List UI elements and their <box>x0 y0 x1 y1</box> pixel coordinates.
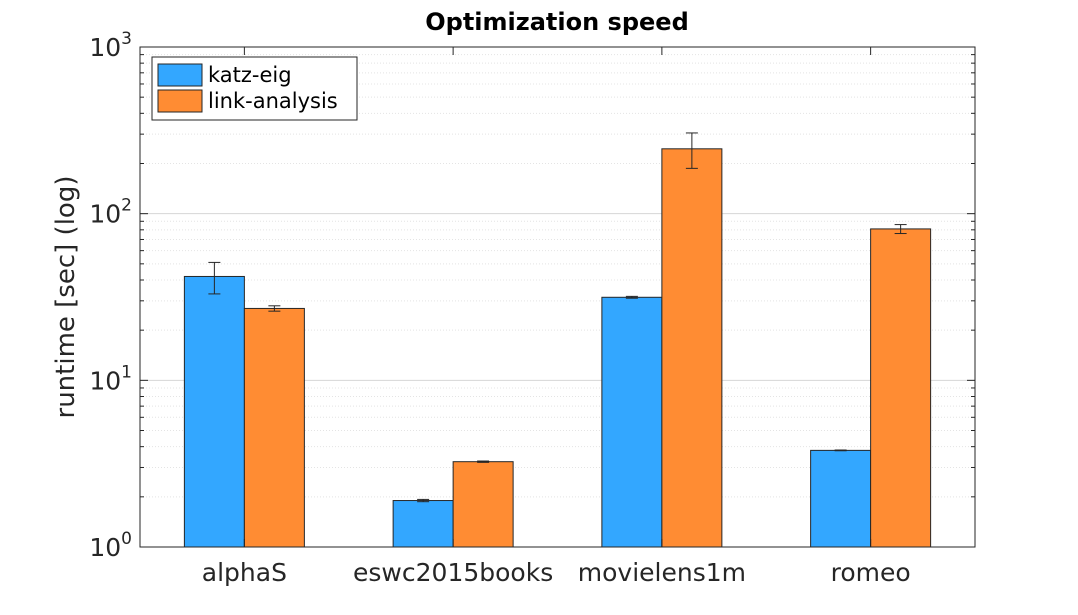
error-bars <box>208 132 907 503</box>
x-tick-label: romeo <box>831 558 911 587</box>
y-tick-label: 102 <box>89 196 132 229</box>
bar-katz-eig-movielens1m <box>601 296 663 548</box>
chart-title: Optimization speed <box>425 8 689 36</box>
bar-link-analysis-eswc2015books <box>452 461 514 548</box>
x-tick-label: movielens1m <box>578 558 746 587</box>
plot-area-frame <box>139 46 976 548</box>
bar-link-analysis-movielens1m <box>661 148 723 548</box>
bar-link-analysis-alphaS <box>243 307 305 548</box>
bar-link-analysis-romeo <box>870 228 932 548</box>
x-tick-label: eswc2015books <box>353 558 553 587</box>
x-tick-label: alphaS <box>202 558 287 587</box>
legend-swatch-link-analysis <box>157 89 203 113</box>
legend-swatch-katz-eig <box>157 63 203 87</box>
y-tick-label: 101 <box>89 362 132 395</box>
bars <box>183 148 932 548</box>
legend-label-katz-eig: katz-eig <box>208 63 292 87</box>
bar-katz-eig-eswc2015books <box>392 500 454 548</box>
legend-label-link-analysis: link-analysis <box>208 89 338 113</box>
bar-katz-eig-romeo <box>810 449 872 548</box>
y-tick-label: 103 <box>89 29 132 62</box>
y-axis-ticks: 100 101 102 103 <box>89 29 975 562</box>
y-tick-label: 100 <box>89 529 132 562</box>
grid-lines <box>140 54 975 498</box>
bar-katz-eig-alphaS <box>183 275 245 548</box>
y-axis-label: runtime [sec] (log) <box>51 176 81 419</box>
x-axis-ticks: alphaS eswc2015books movielens1m romeo <box>202 47 911 587</box>
